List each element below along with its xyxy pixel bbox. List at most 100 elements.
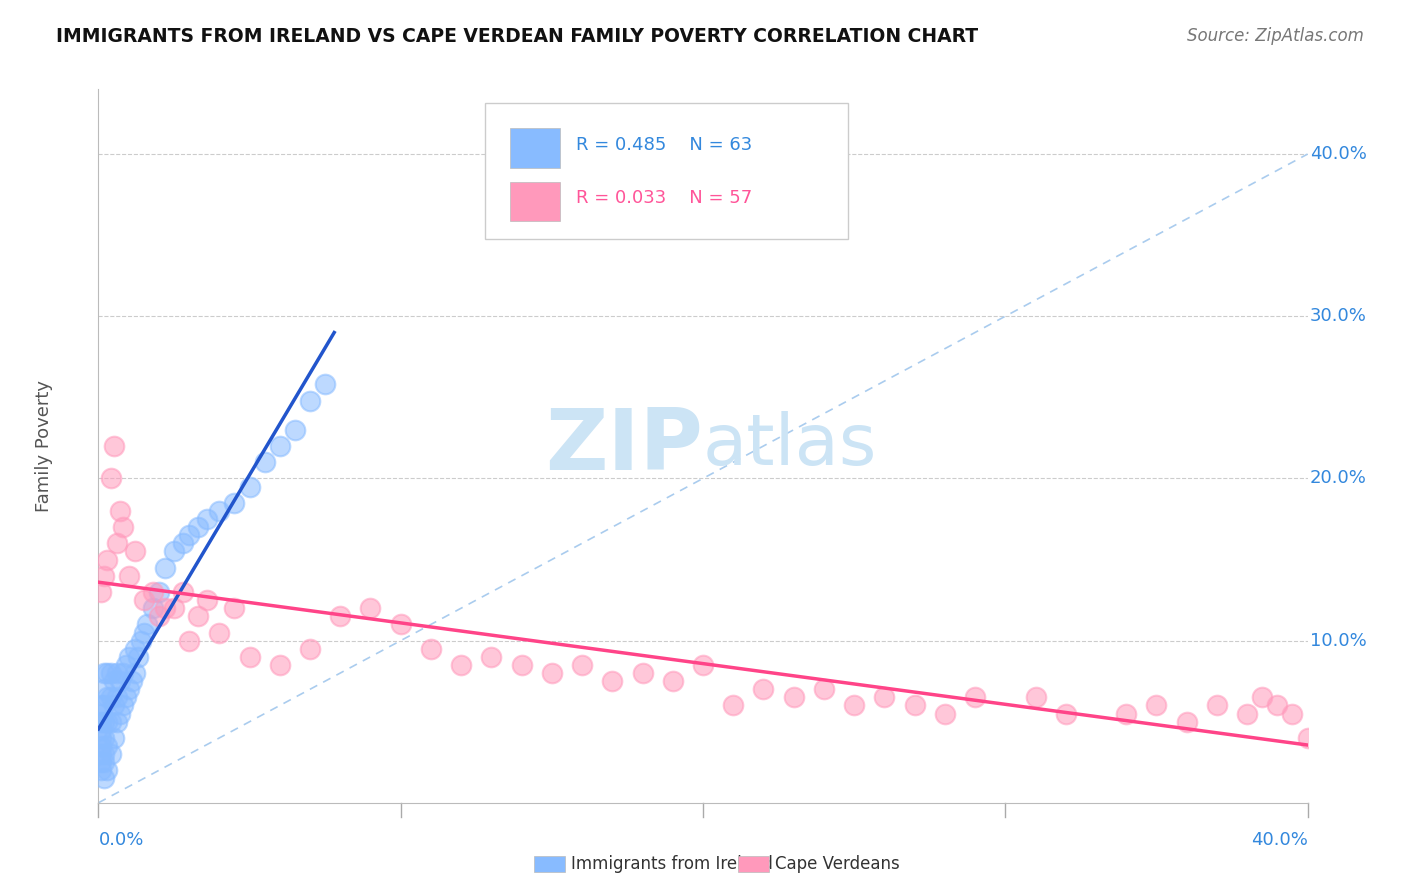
Point bbox=[135, 617, 157, 632]
Text: Cape Verdeans: Cape Verdeans bbox=[775, 855, 900, 873]
Point bbox=[90, 723, 112, 737]
Point bbox=[90, 764, 112, 778]
Point bbox=[100, 747, 122, 761]
Text: Immigrants from Ireland: Immigrants from Ireland bbox=[571, 855, 773, 873]
Text: 40.0%: 40.0% bbox=[1251, 831, 1308, 849]
Point bbox=[873, 690, 896, 705]
Point bbox=[111, 698, 134, 713]
Point bbox=[114, 657, 136, 672]
Point bbox=[121, 674, 143, 689]
Text: Source: ZipAtlas.com: Source: ZipAtlas.com bbox=[1187, 27, 1364, 45]
Point bbox=[965, 690, 987, 705]
Point bbox=[844, 698, 866, 713]
Point bbox=[360, 601, 382, 615]
Point bbox=[1144, 698, 1167, 713]
Point bbox=[93, 747, 115, 761]
Point bbox=[224, 601, 246, 615]
Point bbox=[108, 674, 131, 689]
Point bbox=[96, 552, 118, 566]
Point bbox=[269, 439, 291, 453]
Point bbox=[127, 649, 149, 664]
Point bbox=[90, 739, 112, 753]
Point bbox=[96, 739, 118, 753]
Point bbox=[571, 657, 593, 672]
Point bbox=[103, 439, 125, 453]
Point bbox=[1115, 706, 1137, 721]
Bar bbox=[509, 128, 561, 168]
Text: 0.0%: 0.0% bbox=[98, 831, 143, 849]
Point bbox=[329, 609, 352, 624]
Point bbox=[148, 609, 170, 624]
Point bbox=[96, 714, 118, 729]
Point bbox=[253, 455, 276, 469]
Text: 30.0%: 30.0% bbox=[1310, 307, 1367, 326]
Point bbox=[153, 560, 176, 574]
Point bbox=[100, 690, 122, 705]
Point bbox=[314, 377, 336, 392]
Point bbox=[93, 714, 115, 729]
Text: R = 0.033    N = 57: R = 0.033 N = 57 bbox=[576, 189, 752, 207]
Point bbox=[90, 714, 112, 729]
Point bbox=[124, 641, 146, 656]
Point bbox=[661, 674, 683, 689]
Point bbox=[284, 423, 307, 437]
Point bbox=[481, 649, 503, 664]
Point bbox=[103, 731, 125, 745]
Point bbox=[1296, 731, 1319, 745]
Text: 40.0%: 40.0% bbox=[1310, 145, 1367, 163]
Point bbox=[299, 393, 322, 408]
Point bbox=[108, 706, 131, 721]
Point bbox=[195, 512, 218, 526]
Point bbox=[93, 731, 115, 745]
Point bbox=[93, 666, 115, 681]
Point bbox=[1054, 706, 1077, 721]
Point bbox=[100, 666, 122, 681]
Text: Family Poverty: Family Poverty bbox=[35, 380, 53, 512]
Point bbox=[177, 633, 201, 648]
Point bbox=[90, 585, 112, 599]
Point bbox=[1175, 714, 1198, 729]
Point bbox=[105, 690, 128, 705]
Point bbox=[224, 496, 246, 510]
Point bbox=[100, 471, 122, 485]
Text: ZIP: ZIP bbox=[546, 404, 703, 488]
Text: R = 0.485    N = 63: R = 0.485 N = 63 bbox=[576, 136, 752, 153]
Point bbox=[450, 657, 472, 672]
Point bbox=[187, 609, 209, 624]
Point bbox=[129, 633, 152, 648]
Point bbox=[269, 657, 291, 672]
Point bbox=[132, 625, 155, 640]
Text: 20.0%: 20.0% bbox=[1310, 469, 1367, 487]
Point bbox=[195, 593, 218, 607]
Point bbox=[111, 520, 134, 534]
Point bbox=[752, 682, 775, 697]
Point bbox=[782, 690, 804, 705]
Point bbox=[187, 520, 209, 534]
Point bbox=[105, 536, 128, 550]
Point bbox=[934, 706, 956, 721]
Point bbox=[118, 682, 141, 697]
Point bbox=[177, 528, 201, 542]
Point bbox=[510, 657, 533, 672]
Point bbox=[90, 706, 112, 721]
Point bbox=[93, 568, 115, 582]
Point bbox=[1024, 690, 1046, 705]
Point bbox=[602, 674, 624, 689]
Point bbox=[118, 649, 141, 664]
Point bbox=[904, 698, 927, 713]
Point bbox=[108, 504, 131, 518]
Point bbox=[299, 641, 322, 656]
Point bbox=[148, 585, 170, 599]
Point bbox=[90, 747, 112, 761]
Point bbox=[172, 585, 194, 599]
Point bbox=[100, 714, 122, 729]
Point bbox=[208, 504, 231, 518]
Text: 10.0%: 10.0% bbox=[1310, 632, 1367, 649]
Point bbox=[111, 666, 134, 681]
Point bbox=[90, 698, 112, 713]
Point bbox=[124, 544, 146, 558]
Point bbox=[114, 690, 136, 705]
Point bbox=[419, 641, 441, 656]
Point bbox=[132, 593, 155, 607]
Point bbox=[239, 479, 262, 493]
